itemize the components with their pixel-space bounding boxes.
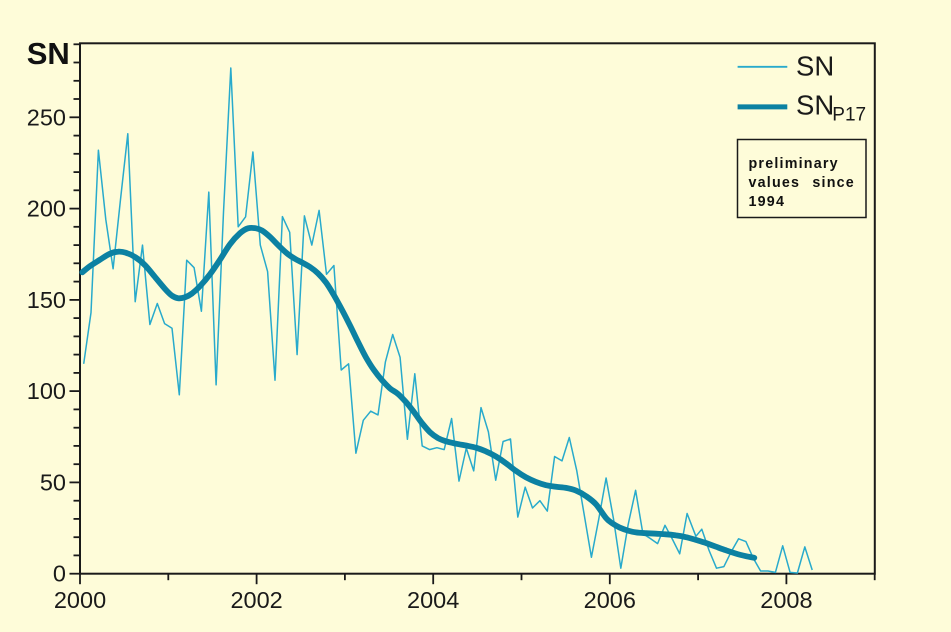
svg-text:250: 250 xyxy=(27,104,66,130)
svg-text:SN: SN xyxy=(27,36,70,71)
svg-text:200: 200 xyxy=(27,196,66,222)
svg-text:preliminary: preliminary xyxy=(749,156,839,172)
svg-text:SN: SN xyxy=(796,90,834,121)
svg-text:SN: SN xyxy=(796,50,834,81)
svg-text:0: 0 xyxy=(53,561,66,587)
svg-text:150: 150 xyxy=(27,287,66,313)
svg-text:2008: 2008 xyxy=(760,587,812,613)
svg-text:P17: P17 xyxy=(832,105,866,126)
svg-text:2004: 2004 xyxy=(407,587,459,613)
svg-text:100: 100 xyxy=(27,378,66,404)
svg-text:1994: 1994 xyxy=(749,194,786,210)
svg-text:2002: 2002 xyxy=(230,587,282,613)
svg-text:50: 50 xyxy=(40,469,66,495)
svg-text:2006: 2006 xyxy=(584,587,636,613)
svg-text:values since: values since xyxy=(749,175,855,191)
svg-text:2000: 2000 xyxy=(54,587,106,613)
